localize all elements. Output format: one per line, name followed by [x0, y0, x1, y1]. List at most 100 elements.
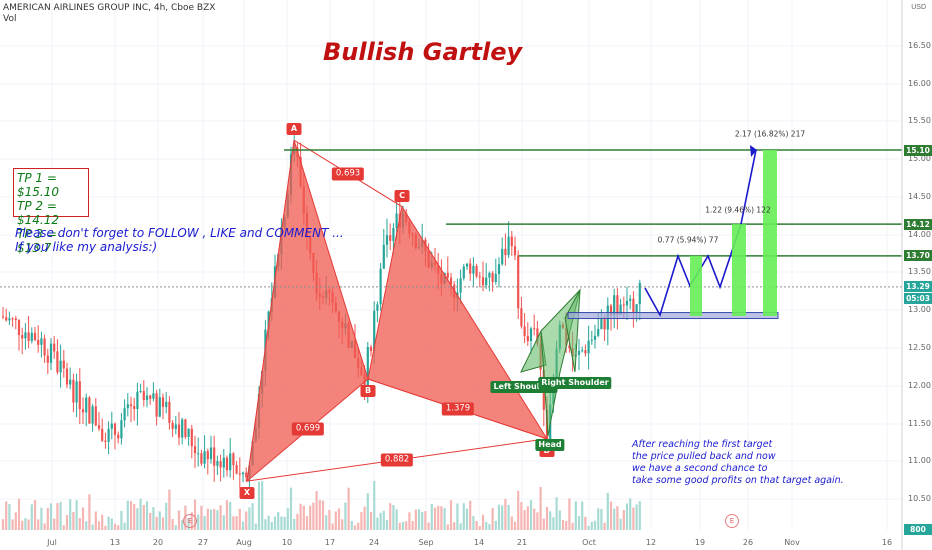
volume-bar	[94, 511, 97, 530]
price-tag-13.70: 13.70	[904, 250, 932, 262]
volume-bar	[219, 505, 222, 530]
volume-bar	[248, 507, 251, 530]
candle-body	[638, 282, 641, 305]
volume-bar	[629, 498, 632, 530]
projection-arrowhead	[750, 145, 757, 157]
fib-ratio-label: 0.693	[331, 167, 365, 181]
volume-bar	[88, 494, 91, 530]
x-tick-label: 20	[152, 538, 164, 547]
candle-body	[533, 328, 536, 330]
x-tick-label: Jul	[47, 538, 57, 547]
vol-label: Vol	[3, 14, 17, 24]
y-tick-label: 16.00	[908, 79, 931, 88]
volume-bar	[350, 520, 353, 530]
volume-bar	[257, 481, 261, 530]
candle-body	[376, 304, 379, 311]
volume-bar	[613, 508, 616, 530]
earnings-icon: E	[183, 514, 197, 528]
volume-bar	[443, 508, 446, 530]
candle-body	[613, 295, 616, 316]
candle-body	[21, 335, 24, 339]
candle-body	[126, 404, 129, 409]
y-tick-label: 11.50	[908, 419, 931, 428]
x-tick-label: Aug	[236, 538, 252, 547]
candle-body	[465, 263, 469, 267]
volume-bar	[571, 522, 574, 530]
volume-bar	[235, 516, 238, 530]
volume-bar	[472, 516, 475, 530]
volume-bar	[593, 520, 597, 530]
candle-body	[529, 328, 533, 342]
candle-body	[113, 423, 117, 435]
volume-bar	[357, 522, 360, 530]
candle-body	[62, 360, 65, 369]
x-tick-label: 13	[109, 538, 121, 547]
follow-line-2: If you like my analysis:)	[15, 240, 158, 254]
volume-bar	[120, 510, 123, 530]
volume-bar	[17, 498, 21, 530]
volume-bar	[389, 503, 392, 530]
target-box	[690, 255, 702, 316]
volume-bar	[635, 504, 638, 530]
volume-bar	[296, 513, 299, 530]
candle-body	[590, 339, 593, 341]
candle-body	[593, 335, 597, 340]
candle-body	[222, 457, 225, 468]
volume-bar	[21, 520, 24, 530]
candle-body	[517, 255, 520, 309]
candle-body	[481, 277, 485, 286]
candle-body	[373, 310, 376, 352]
candle-body	[600, 319, 603, 330]
volume-bar	[283, 516, 286, 530]
volume-bar	[229, 501, 232, 530]
support-zone	[567, 312, 779, 320]
candle-body	[619, 304, 622, 315]
candle-body	[91, 406, 94, 424]
volume-bar	[305, 516, 309, 530]
volume-bar	[40, 507, 43, 530]
y-tick-label: 14.00	[908, 230, 931, 239]
candle-body	[209, 447, 213, 460]
volume-bar	[363, 506, 366, 530]
candle-body	[216, 461, 219, 466]
volume-bar	[638, 501, 641, 530]
candle-body	[40, 338, 43, 345]
candle-body	[629, 298, 632, 301]
candle-body	[158, 397, 161, 417]
candle-body	[184, 419, 187, 437]
volume-bar	[565, 521, 568, 530]
volume-bar	[526, 506, 529, 530]
volume-bar	[177, 510, 181, 530]
candle-body	[526, 336, 529, 342]
y-tick-label: 13.00	[908, 305, 931, 314]
volume-bar	[293, 518, 296, 530]
candle-body	[504, 248, 507, 255]
volume-bar	[149, 512, 152, 530]
candle-body	[43, 338, 46, 356]
candle-body	[635, 304, 638, 313]
x-tick-label: 16	[881, 538, 893, 547]
candle-body	[449, 277, 453, 285]
volume-bar	[46, 507, 49, 530]
volume-bar	[97, 521, 101, 530]
candle-body	[507, 236, 510, 255]
volume-bar	[427, 522, 430, 530]
volume-bar	[446, 524, 449, 530]
candle-body	[475, 265, 478, 277]
volume-bar	[405, 521, 408, 530]
fib-ratio-label: 1.379	[441, 402, 475, 416]
volume-bar	[123, 522, 126, 530]
volume-bar	[197, 514, 200, 530]
volume-bar	[91, 524, 94, 530]
candle-body	[27, 332, 30, 341]
volume-bar	[555, 497, 558, 530]
candle-body	[17, 320, 21, 336]
candle-body	[472, 265, 475, 274]
volume-bar	[289, 487, 293, 530]
candle-body	[190, 428, 193, 447]
candle-body	[616, 295, 619, 315]
candle-body	[446, 272, 449, 278]
candle-body	[69, 379, 72, 385]
candle-body	[30, 332, 33, 341]
